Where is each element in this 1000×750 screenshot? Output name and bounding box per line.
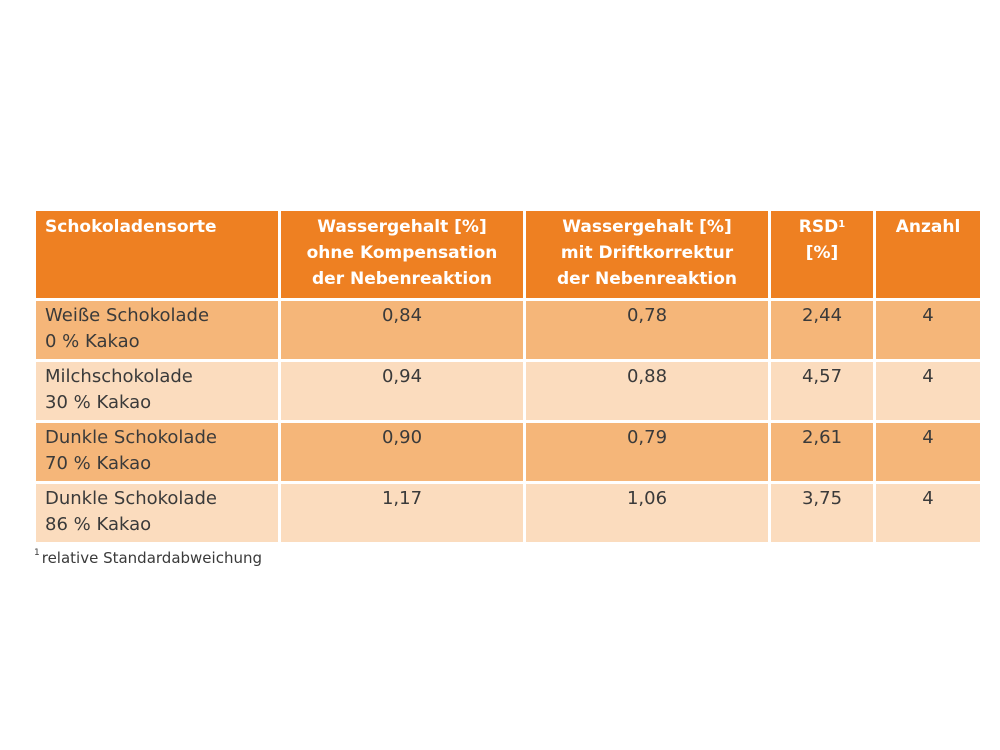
cell-rsd: 4,57 [771, 362, 873, 420]
table-row: Weiße Schokolade 0 % Kakao 0,84 0,78 2,4… [36, 301, 980, 359]
table-row: Dunkle Schokolade 86 % Kakao 1,17 1,06 3… [36, 484, 980, 542]
header-label-line: RSD1 [777, 214, 867, 240]
cell-sorte: Milchschokolade 30 % Kakao [36, 362, 278, 420]
cell-mit-driftkorrektur: 0,79 [526, 423, 768, 481]
sorte-kakao: 86 % Kakao [45, 514, 152, 535]
cell-sorte: Dunkle Schokolade 86 % Kakao [36, 484, 278, 542]
cell-mit-driftkorrektur: 0,78 [526, 301, 768, 359]
header-label-line: [%] [805, 243, 839, 263]
cell-ohne-kompensation: 0,90 [281, 423, 523, 481]
cell-anzahl: 4 [876, 301, 980, 359]
cell-mit-driftkorrektur: 0,88 [526, 362, 768, 420]
header-label-line: mit Driftkorrektur [560, 243, 734, 263]
sorte-kakao: 70 % Kakao [45, 453, 152, 474]
header-label-line: der Nebenreaktion [312, 269, 492, 289]
cell-rsd: 2,44 [771, 301, 873, 359]
header-label: Anzahl [895, 217, 961, 237]
header-wassergehalt-mit-driftkorrektur: Wassergehalt [%] mit Driftkorrektur der … [526, 211, 768, 298]
chocolate-water-content-table: Schokoladensorte Wassergehalt [%] ohne K… [33, 208, 983, 545]
header-wassergehalt-ohne-kompensation: Wassergehalt [%] ohne Kompensation der N… [281, 211, 523, 298]
sorte-name: Weiße Schokolade [45, 305, 210, 326]
sorte-name: Milchschokolade [45, 366, 193, 387]
sorte-kakao: 30 % Kakao [45, 392, 152, 413]
cell-sorte: Dunkle Schokolade 70 % Kakao [36, 423, 278, 481]
sorte-kakao: 0 % Kakao [45, 331, 140, 352]
cell-anzahl: 4 [876, 423, 980, 481]
cell-anzahl: 4 [876, 484, 980, 542]
cell-sorte: Weiße Schokolade 0 % Kakao [36, 301, 278, 359]
cell-rsd: 2,61 [771, 423, 873, 481]
header-anzahl: Anzahl [876, 211, 980, 298]
footnote-text: relative Standardabweichung [41, 549, 262, 567]
header-schokoladensorte: Schokoladensorte [36, 211, 278, 298]
footnote-marker: 1 [34, 548, 40, 558]
header-rsd-text: RSD [798, 217, 839, 237]
cell-ohne-kompensation: 0,94 [281, 362, 523, 420]
data-table-container: Schokoladensorte Wassergehalt [%] ohne K… [33, 208, 980, 545]
cell-ohne-kompensation: 0,84 [281, 301, 523, 359]
header-label-line: Wassergehalt [%] [317, 217, 487, 237]
table-row: Milchschokolade 30 % Kakao 0,94 0,88 4,5… [36, 362, 980, 420]
footnote-marker: 1 [838, 219, 846, 230]
footnote: 1 relative Standardabweichung [34, 548, 262, 567]
table-header-row: Schokoladensorte Wassergehalt [%] ohne K… [36, 211, 980, 298]
cell-anzahl: 4 [876, 362, 980, 420]
sorte-name: Dunkle Schokolade [45, 427, 217, 448]
cell-rsd: 3,75 [771, 484, 873, 542]
header-rsd: RSD1 [%] [771, 211, 873, 298]
header-label-line: Wassergehalt [%] [562, 217, 732, 237]
cell-mit-driftkorrektur: 1,06 [526, 484, 768, 542]
header-label-line: ohne Kompensation [306, 243, 498, 263]
header-label: Schokoladensorte [45, 217, 217, 237]
header-label-line: der Nebenreaktion [557, 269, 737, 289]
cell-ohne-kompensation: 1,17 [281, 484, 523, 542]
table-row: Dunkle Schokolade 70 % Kakao 0,90 0,79 2… [36, 423, 980, 481]
sorte-name: Dunkle Schokolade [45, 488, 217, 509]
